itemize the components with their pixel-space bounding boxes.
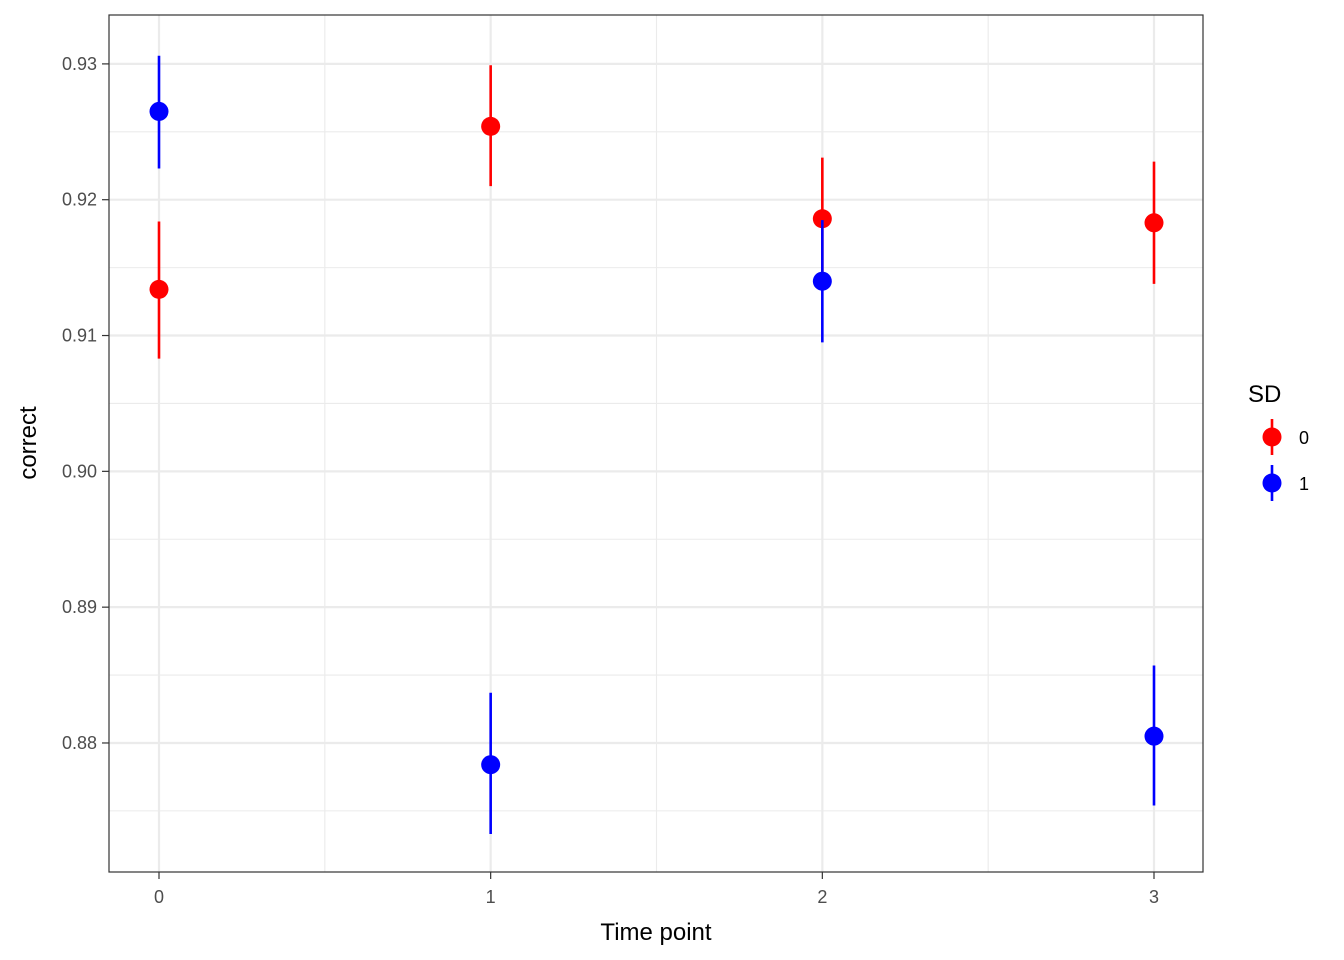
data-point <box>812 209 832 229</box>
data-point <box>1144 213 1164 233</box>
legend-title: SD <box>1248 381 1281 408</box>
y-axis-title: correct <box>15 406 42 480</box>
legend-key-point <box>1262 427 1282 447</box>
x-tick-label: 0 <box>154 887 164 907</box>
x-tick-label: 3 <box>1149 887 1159 907</box>
data-point <box>812 271 832 291</box>
y-tick-label: 0.89 <box>62 597 97 617</box>
x-tick-label: 2 <box>817 887 827 907</box>
series-1 <box>149 55 1164 834</box>
grid-minor <box>109 15 1203 872</box>
series-0 <box>149 65 1164 359</box>
y-tick-label: 0.91 <box>62 326 97 346</box>
x-axis: 0 1 2 3 <box>154 872 1159 907</box>
data-marks <box>149 55 1164 834</box>
y-axis: 0.88 0.89 0.90 0.91 0.92 0.93 <box>62 54 109 753</box>
y-tick-label: 0.88 <box>62 733 97 753</box>
data-point <box>1144 726 1164 746</box>
x-axis-title: Time point <box>600 919 711 946</box>
x-tick-label: 1 <box>486 887 496 907</box>
y-tick-label: 0.93 <box>62 54 97 74</box>
data-point <box>481 755 501 775</box>
legend-keys <box>1262 419 1282 501</box>
data-point <box>149 101 169 121</box>
legend-label-0: 0 <box>1299 428 1309 448</box>
y-tick-label: 0.92 <box>62 190 97 210</box>
plot-panel-border <box>108 14 1204 873</box>
data-point <box>481 116 501 136</box>
legend-label-1: 1 <box>1299 474 1309 494</box>
legend: SD 0 1 <box>1248 381 1309 501</box>
legend-key-point <box>1262 473 1282 493</box>
data-point <box>149 279 169 299</box>
y-tick-label: 0.90 <box>62 461 97 481</box>
